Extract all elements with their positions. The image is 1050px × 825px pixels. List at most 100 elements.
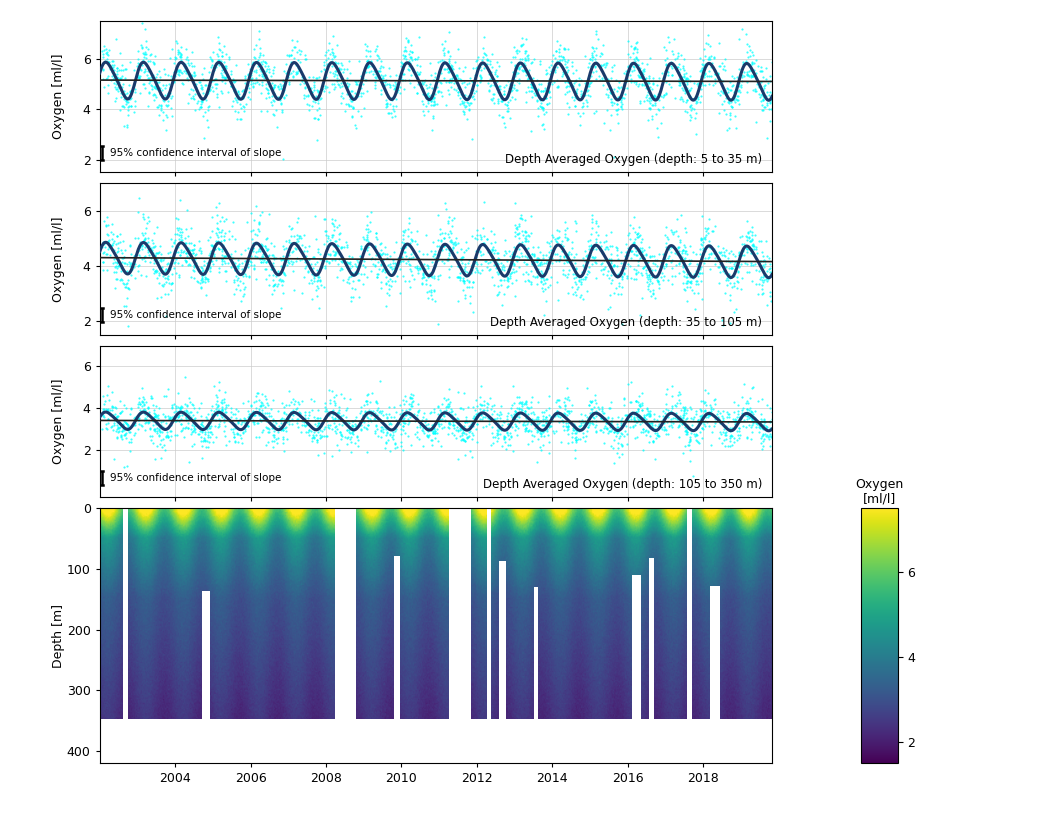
Point <box>302 393 319 406</box>
Point <box>743 64 760 78</box>
Point <box>340 417 357 430</box>
Point <box>693 233 710 246</box>
Point <box>604 60 621 73</box>
Point <box>329 244 345 257</box>
Point <box>168 246 185 259</box>
Point <box>394 73 411 87</box>
Point <box>160 383 176 396</box>
Point <box>651 417 668 431</box>
Point <box>596 60 613 73</box>
Point <box>126 411 143 424</box>
Point <box>213 210 230 224</box>
Point <box>417 73 434 87</box>
Point <box>290 396 307 409</box>
Point <box>721 112 738 125</box>
Point <box>132 64 149 77</box>
Point <box>207 389 224 402</box>
Point <box>163 429 180 442</box>
Point <box>642 102 658 116</box>
Point <box>490 266 507 280</box>
Point <box>201 421 217 434</box>
Point <box>754 414 771 427</box>
Point <box>534 424 551 437</box>
Point <box>422 405 439 418</box>
Point <box>266 424 282 437</box>
Point <box>408 261 425 274</box>
Point <box>636 260 653 273</box>
Point <box>554 243 571 256</box>
Point <box>303 277 320 290</box>
Point <box>635 243 652 257</box>
Point <box>700 248 717 261</box>
Point <box>105 408 122 422</box>
Point <box>457 292 474 305</box>
Point <box>623 271 639 285</box>
Point <box>210 42 227 55</box>
Point <box>377 421 394 434</box>
Point <box>146 57 163 70</box>
Point <box>274 430 291 443</box>
Point <box>448 68 465 82</box>
Point <box>582 247 598 260</box>
Point <box>150 100 167 113</box>
Point <box>730 398 747 412</box>
Point <box>425 99 442 112</box>
Y-axis label: Depth [m]: Depth [m] <box>52 604 65 667</box>
Point <box>239 394 256 408</box>
Point <box>459 96 476 109</box>
Point <box>339 431 356 444</box>
Point <box>568 225 585 238</box>
Point <box>740 266 757 279</box>
Point <box>730 416 747 429</box>
Point <box>215 396 232 409</box>
Point <box>420 421 437 434</box>
Point <box>616 249 633 262</box>
Point <box>165 57 182 70</box>
Point <box>580 71 596 84</box>
Point <box>290 420 307 433</box>
Point <box>538 272 554 285</box>
Point <box>139 68 155 82</box>
Point <box>743 404 760 417</box>
Point <box>246 42 262 55</box>
Point <box>278 71 295 84</box>
Point <box>476 196 492 209</box>
Point <box>546 248 563 261</box>
Point <box>640 435 657 448</box>
Point <box>591 408 608 422</box>
Point <box>190 87 207 101</box>
Point <box>253 238 270 252</box>
Point <box>659 31 676 44</box>
Point <box>563 398 580 411</box>
Point <box>314 82 331 95</box>
Point <box>496 249 512 262</box>
Point <box>213 396 230 409</box>
Point <box>141 406 158 419</box>
Point <box>178 50 195 64</box>
Point <box>351 420 368 433</box>
Point <box>606 97 623 110</box>
Point <box>170 229 187 242</box>
Point <box>279 412 296 426</box>
Point <box>236 280 253 294</box>
Point <box>359 44 376 57</box>
Point <box>223 402 239 415</box>
Point <box>587 41 604 54</box>
Point <box>758 98 775 111</box>
Point <box>107 413 124 427</box>
Point <box>429 85 446 98</box>
Point <box>198 422 215 436</box>
Point <box>565 423 582 436</box>
Point <box>178 72 195 85</box>
Point <box>638 91 655 104</box>
Point <box>523 209 540 222</box>
Point <box>626 414 643 427</box>
Point <box>331 227 348 240</box>
Point <box>469 51 486 64</box>
Point <box>130 71 147 84</box>
Point <box>340 271 357 284</box>
Point <box>715 425 732 438</box>
Point <box>559 233 575 247</box>
Point <box>454 97 470 110</box>
Point <box>394 49 411 62</box>
